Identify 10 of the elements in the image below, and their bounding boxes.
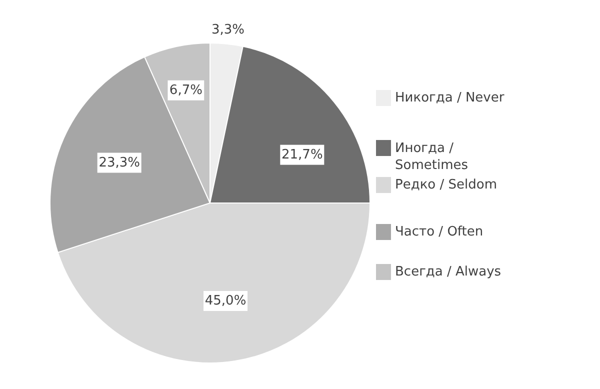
data-label: 6,7%: [169, 82, 202, 98]
data-label: 3,3%: [211, 22, 245, 38]
data-label: 45,0%: [204, 293, 246, 308]
legend-label: Никогда / Never: [395, 90, 505, 106]
data-label: 21,7%: [282, 147, 323, 162]
legend-label: Всегда / Always: [395, 264, 502, 280]
legend-label: Редко / Seldom: [395, 178, 498, 192]
legend-label: Часто / Often: [395, 224, 484, 240]
data-label: 23,3%: [98, 155, 140, 170]
legend-label: Иногда / Sometimes: [395, 140, 468, 172]
